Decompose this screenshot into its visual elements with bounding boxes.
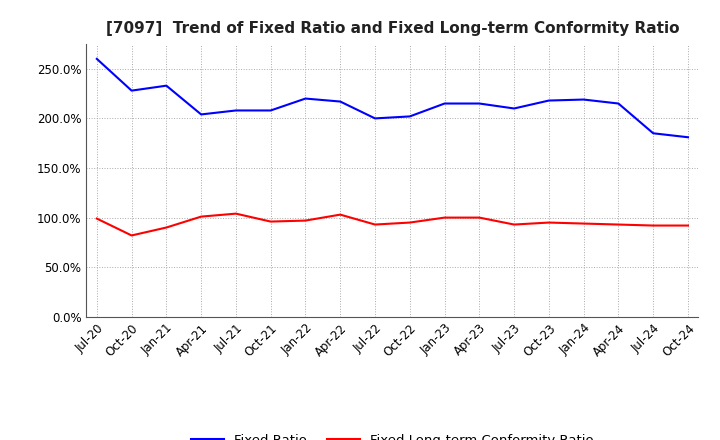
Fixed Ratio: [649, 131, 657, 136]
Fixed Long-term Conformity Ratio: [405, 220, 414, 225]
Fixed Ratio: [301, 96, 310, 101]
Fixed Long-term Conformity Ratio: [92, 216, 101, 221]
Fixed Long-term Conformity Ratio: [475, 215, 484, 220]
Fixed Ratio: [544, 98, 553, 103]
Fixed Ratio: [266, 108, 275, 113]
Fixed Ratio: [510, 106, 518, 111]
Fixed Long-term Conformity Ratio: [371, 222, 379, 227]
Fixed Ratio: [475, 101, 484, 106]
Fixed Long-term Conformity Ratio: [197, 214, 205, 219]
Title: [7097]  Trend of Fixed Ratio and Fixed Long-term Conformity Ratio: [7097] Trend of Fixed Ratio and Fixed Lo…: [106, 21, 679, 36]
Line: Fixed Long-term Conformity Ratio: Fixed Long-term Conformity Ratio: [96, 214, 688, 235]
Fixed Long-term Conformity Ratio: [162, 225, 171, 230]
Fixed Long-term Conformity Ratio: [614, 222, 623, 227]
Fixed Ratio: [440, 101, 449, 106]
Fixed Long-term Conformity Ratio: [127, 233, 136, 238]
Fixed Ratio: [580, 97, 588, 102]
Fixed Long-term Conformity Ratio: [684, 223, 693, 228]
Fixed Ratio: [162, 83, 171, 88]
Fixed Long-term Conformity Ratio: [544, 220, 553, 225]
Fixed Long-term Conformity Ratio: [301, 218, 310, 223]
Fixed Long-term Conformity Ratio: [440, 215, 449, 220]
Fixed Long-term Conformity Ratio: [580, 221, 588, 226]
Fixed Ratio: [197, 112, 205, 117]
Fixed Ratio: [127, 88, 136, 93]
Fixed Ratio: [336, 99, 345, 104]
Line: Fixed Ratio: Fixed Ratio: [96, 59, 688, 137]
Fixed Ratio: [232, 108, 240, 113]
Fixed Long-term Conformity Ratio: [510, 222, 518, 227]
Fixed Ratio: [405, 114, 414, 119]
Fixed Ratio: [92, 56, 101, 62]
Fixed Long-term Conformity Ratio: [649, 223, 657, 228]
Fixed Ratio: [684, 135, 693, 140]
Fixed Long-term Conformity Ratio: [336, 212, 345, 217]
Fixed Ratio: [614, 101, 623, 106]
Fixed Long-term Conformity Ratio: [266, 219, 275, 224]
Legend: Fixed Ratio, Fixed Long-term Conformity Ratio: Fixed Ratio, Fixed Long-term Conformity …: [186, 429, 599, 440]
Fixed Long-term Conformity Ratio: [232, 211, 240, 216]
Fixed Ratio: [371, 116, 379, 121]
